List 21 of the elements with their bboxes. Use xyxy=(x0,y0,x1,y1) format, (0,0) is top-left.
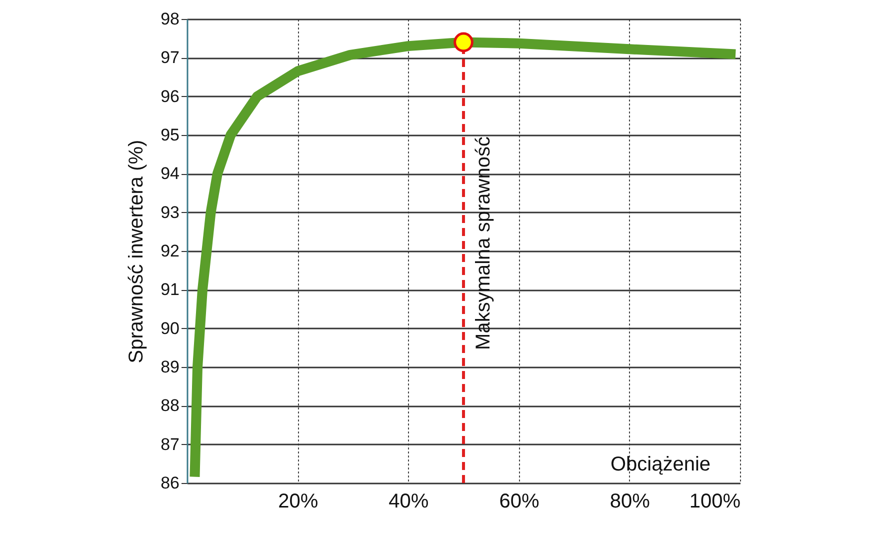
y-tick-label: 91 xyxy=(160,280,180,300)
y-tick-label: 96 xyxy=(160,86,180,106)
x-tick-label: 40% xyxy=(388,490,429,512)
y-tick-label: 90 xyxy=(160,318,180,338)
y-tick-label: 86 xyxy=(160,474,180,492)
x-tick-label: 20% xyxy=(278,490,318,512)
y-tick-label: 87 xyxy=(160,434,180,454)
x-tick-label: 60% xyxy=(499,490,540,512)
y-tick-label: 88 xyxy=(160,396,180,416)
y-tick-label: 98 xyxy=(160,10,180,28)
x-axis-title: Obciążenie xyxy=(610,454,711,476)
y-axis-title: Sprawność inwertera (%) xyxy=(126,140,148,364)
y-tick-label: 93 xyxy=(160,202,180,222)
x-tick-label: 100% xyxy=(689,490,741,512)
x-tick-label: 80% xyxy=(610,490,650,512)
y-tick-label: 97 xyxy=(160,48,180,68)
y-tick-label: 94 xyxy=(160,164,180,184)
ref-line-label: Maksymalna sprawność xyxy=(472,136,494,350)
y-tick-label: 95 xyxy=(160,126,180,144)
y-tick-label: 89 xyxy=(160,358,180,376)
y-tick-label: 92 xyxy=(160,242,180,260)
